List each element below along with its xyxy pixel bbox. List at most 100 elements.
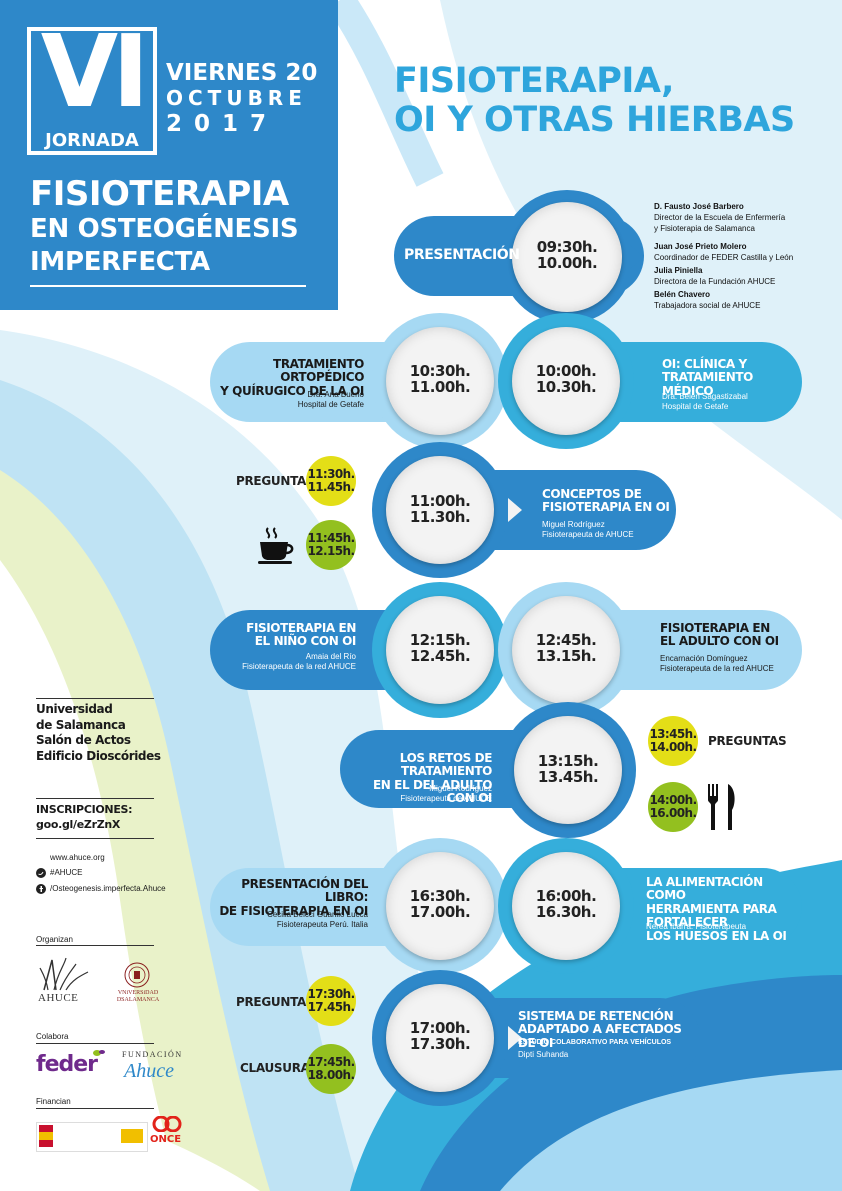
venue-line-2: de Salamanca [36, 717, 126, 732]
jornada-label: JORNADA [45, 130, 139, 151]
clausura-start: 17:45h. [307, 1055, 355, 1069]
header-divider [30, 285, 306, 287]
twitter-icon [36, 868, 46, 878]
alimentacion-end: 16.30h. [535, 902, 597, 921]
speaker-2-role-1: Coordinador de FEDER Castilla y León [654, 252, 794, 262]
venue-line-1: Universidad [36, 702, 113, 716]
alimentacion-time: 16:00h. 16.30h. [512, 887, 620, 921]
alimentacion-title-1: LA ALIMENTACIÓN COMO [646, 875, 763, 903]
twitter-handle[interactable]: #AHUCE [50, 868, 83, 877]
ortopedico-title: TRATAMIENTO ORTOPÉDICO Y QUÍRUGICO DE LA… [212, 357, 364, 398]
main-title-line-1: FISIOTERAPIA, [394, 61, 674, 101]
conceptos-arrow [508, 498, 522, 522]
event-title-line-2: EN OSTEOGÉNESIS [30, 214, 299, 244]
clinica-title-1: OI: CLÍNICA Y [662, 357, 747, 371]
adulto-start: 12:45h. [535, 631, 597, 649]
event-title-line-1: FISIOTERAPIA [30, 174, 289, 214]
speaker-2-name: Juan José Prieto Molero [654, 242, 747, 251]
sistema-time: 17:00h. 17.30h. [386, 1019, 494, 1053]
preguntas-3-time: 17:30h. 17.45h. [306, 987, 356, 1015]
preguntas-3-bubble [306, 976, 356, 1026]
presentacion-start: 09:30h. [536, 238, 598, 256]
clausura-time: 17:45h. 18.00h. [306, 1055, 356, 1083]
sistema-time-circle [386, 984, 494, 1092]
retos-title-1: LOS RETOS DE TRATAMIENTO [399, 751, 493, 779]
preguntas-2-label: PREGUNTAS [708, 734, 787, 748]
presentacion-time-circle [512, 202, 622, 312]
info-divider-2 [36, 798, 154, 799]
ortopedico-start: 10:30h. [409, 362, 471, 380]
date-line-3: 2 0 1 7 [166, 111, 269, 137]
speaker-4: Belén Chavero Trabajadora social de AHUC… [654, 290, 760, 312]
conceptos-title-1: CONCEPTOS DE [542, 487, 642, 501]
alimentacion-speaker: Nerea Ibarra. Fisioterapeuta [646, 922, 747, 931]
ortopedico-speaker: Dra. Ana Bueno Hospital de Getafe [212, 390, 364, 410]
preguntas-2-start: 13:45h. [649, 727, 697, 741]
venue-line-3: Salón de Actos [36, 733, 131, 748]
adulto-time: 12:45h. 13.15h. [512, 631, 620, 665]
cafe-bubble [306, 520, 356, 570]
main-title-line-2: OI Y OTRAS HIERBAS [394, 100, 795, 141]
retos-time-circle [514, 716, 622, 824]
ministerio-yellow-block [121, 1129, 143, 1143]
clinica-time-circle [512, 327, 620, 435]
date-line-2: OCTUBRE [166, 86, 307, 110]
libro-time-circle [386, 852, 494, 960]
preguntas-3-end: 17.45h. [307, 1000, 355, 1015]
sistema-end: 17.30h. [409, 1034, 471, 1053]
sistema-start: 17:00h. [409, 1019, 471, 1037]
edition-number: VI [40, 13, 150, 130]
alimentacion-start: 16:00h. [535, 887, 597, 905]
adulto-end: 13.15h. [535, 646, 597, 665]
preguntas-3-label: PREGUNTAS [236, 995, 315, 1009]
preguntas-1-label: PREGUNTAS [236, 474, 315, 488]
clinica-end: 10.30h. [535, 377, 597, 396]
usal-logo-text: VNiVERSiDAD DSALAMANCA [116, 990, 160, 1003]
clausura-label: CLAUSURA [240, 1061, 310, 1075]
colabora-label: Colabora [36, 1032, 69, 1041]
clausura-bubble [306, 1044, 356, 1094]
conceptos-time: 11:00h. 11.30h. [386, 493, 494, 526]
financian-divider [36, 1108, 154, 1109]
venue: Universidad de Salamanca Salón de Actos … [36, 702, 161, 764]
speaker-1-role-2: y Fisioterapia de Salamanca [654, 223, 755, 233]
cafe-start: 11:45h. [307, 531, 355, 545]
preguntas-2-end: 14.00h. [649, 740, 697, 755]
venue-line-4: Edificio Dioscórides [36, 748, 161, 763]
conceptos-title: CONCEPTOS DE FISIOTERAPIA EN OI [542, 487, 672, 515]
retos-speaker-affil: Fisioterapeuta de AHUCE [400, 794, 492, 803]
adulto-time-circle [512, 596, 620, 704]
organizan-divider [36, 945, 154, 946]
libro-start: 16:30h. [409, 887, 471, 905]
conceptos-speaker-name: Miguel Rodríguez [542, 520, 605, 529]
preguntas-1-time: 11:30h. 11.45h. [306, 467, 356, 495]
ortopedico-title-2: Y QUÍRUGICO DE LA OI [220, 383, 364, 398]
nino-speaker-name: Amaia del Río [305, 652, 356, 661]
feder-logo: feder [36, 1052, 98, 1077]
website-link[interactable]: www.ahuce.org [50, 853, 105, 862]
libro-title-2: DE FISIOTERAPIA EN OI [219, 903, 368, 918]
clinica-speaker: Dra. Belén Sagastizabal Hospital de Geta… [662, 392, 802, 412]
adulto-speaker-affil: Fisioterapeuta de la red AHUCE [660, 664, 774, 673]
fundacion-label: FUNDACIÓN [122, 1050, 183, 1059]
nino-speaker: Amaia del Río Fisioterapeuta de la red A… [212, 652, 356, 672]
clinica-title: OI: CLÍNICA Y TRATAMIENTO MÉDICO [662, 357, 802, 398]
inscripciones-url[interactable]: goo.gl/eZrZnX [36, 817, 121, 831]
preguntas-1-end: 11.45h. [307, 480, 355, 495]
comida-start: 14:00h. [649, 793, 697, 807]
facebook-icon [36, 884, 46, 894]
alimentacion-title-2: HERRAMIENTA PARA FORTALECER [646, 901, 777, 930]
ministerio-logo [36, 1122, 148, 1152]
presentacion-arrow [630, 245, 644, 269]
nino-speaker-affil: Fisioterapeuta de la red AHUCE [242, 662, 356, 671]
alimentacion-title: LA ALIMENTACIÓN COMO HERRAMIENTA PARA FO… [646, 875, 800, 943]
inscripciones: INSCRIPCIONES: goo.gl/eZrZnX [36, 803, 133, 833]
adulto-title-2: EL ADULTO CON OI [660, 634, 779, 649]
speaker-3-role-1: Directora de la Fundación AHUCE [654, 276, 776, 286]
libro-speaker: Cecilia Belcci Guanilo Lucca Fisioterape… [212, 910, 368, 930]
speaker-3: Julia Piniella Directora de la Fundación… [654, 266, 775, 288]
facebook-page[interactable]: /Osteogenesis.imperfecta.Ahuce [50, 884, 166, 893]
spain-flag-center [39, 1132, 53, 1140]
presentacion-end: 10.00h. [536, 253, 598, 272]
clausura-end: 18.00h. [307, 1068, 355, 1083]
